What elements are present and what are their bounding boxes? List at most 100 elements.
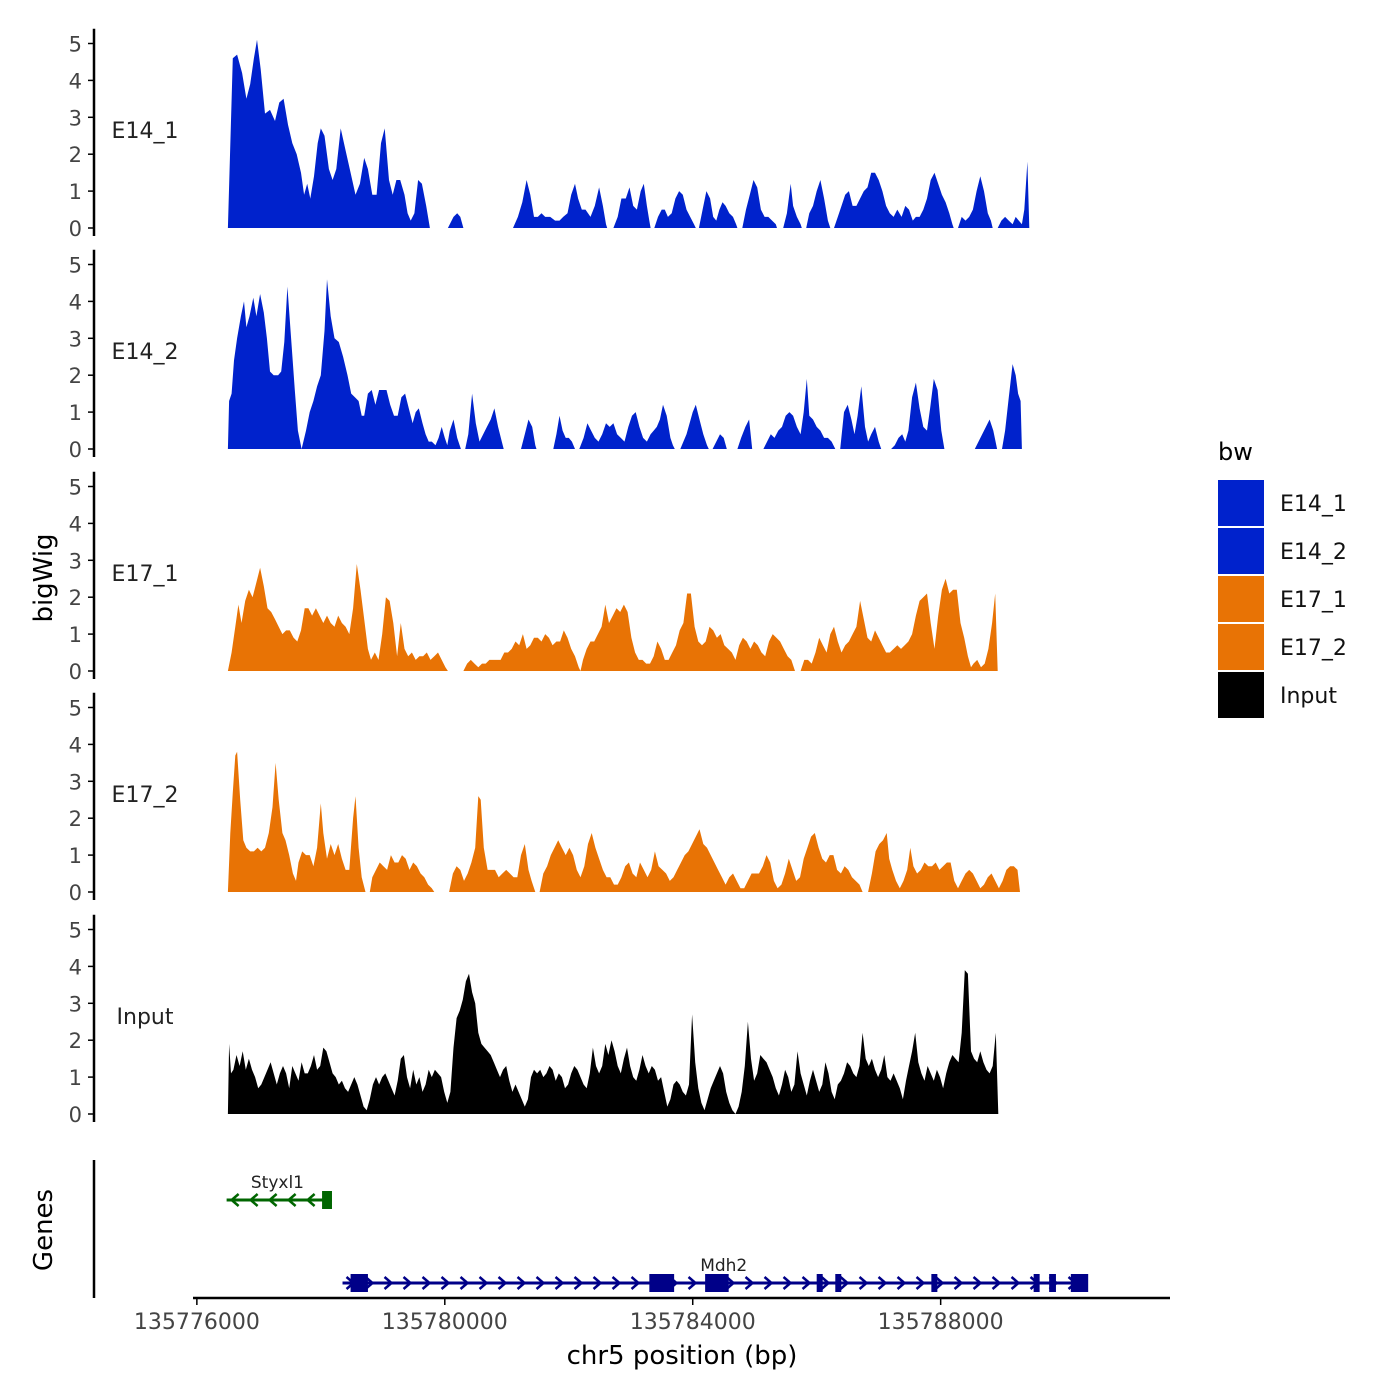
strand-arrow <box>763 1276 774 1290</box>
y-tick-label: 4 <box>69 290 82 314</box>
x-tick-label: 135780000 <box>382 1310 508 1335</box>
legend-label: Input <box>1280 684 1337 709</box>
track-area <box>227 279 1022 449</box>
genes-axis-title: Genes <box>29 1189 59 1271</box>
exon <box>1033 1274 1040 1292</box>
strand-arrow <box>858 1276 869 1290</box>
y-tick-label: 0 <box>69 217 82 241</box>
gene-label: Mdh2 <box>700 1256 747 1276</box>
exon <box>835 1274 842 1292</box>
strand-arrow <box>877 1276 888 1290</box>
y-tick-label: 4 <box>69 512 82 536</box>
genes-panel: Styxl1 Mdh2 <box>92 1160 1089 1298</box>
strand-arrow <box>744 1276 755 1290</box>
y-tick-label: 2 <box>69 807 82 831</box>
track-area <box>227 751 1020 892</box>
legend-label: E17_2 <box>1280 636 1347 661</box>
track-E14_1: 0 1 2 3 4 5 E14_1 <box>69 28 1030 241</box>
y-tick-label: 4 <box>69 955 82 979</box>
strand-arrow <box>896 1276 907 1290</box>
legend-label: E17_1 <box>1280 588 1347 613</box>
y-tick-label: 3 <box>69 106 82 130</box>
y-tick-label: 3 <box>69 992 82 1016</box>
signal-tracks: 0 1 2 3 4 5 E14_1 0 1 2 3 4 5 E14_2 0 1 2 3 4 5 E17_1 0 1 2 3 4 5 E… <box>69 28 1030 1127</box>
strand-arrow <box>801 1276 812 1290</box>
exon <box>931 1274 938 1292</box>
strand-arrow <box>286 1193 297 1207</box>
track-label: E14_2 <box>112 340 179 365</box>
track-label: Input <box>117 1005 174 1030</box>
strand-arrow <box>478 1276 489 1290</box>
strand-arrow <box>267 1193 278 1207</box>
x-axis: 135776000 135780000 135784000 135788000 <box>134 1296 1170 1335</box>
y-tick-label: 3 <box>69 327 82 351</box>
strand-arrow <box>305 1193 316 1207</box>
exon <box>816 1274 823 1292</box>
strand-arrow <box>229 1193 240 1207</box>
strand-arrow <box>1010 1276 1021 1290</box>
track-E17_1: 0 1 2 3 4 5 E17_1 <box>69 471 998 684</box>
strand-arrow <box>516 1276 527 1290</box>
legend-label: E14_2 <box>1280 540 1347 565</box>
strand-arrow <box>611 1276 622 1290</box>
y-tick-label: 1 <box>69 623 82 647</box>
strand-arrow <box>592 1276 603 1290</box>
strand-arrow <box>459 1276 470 1290</box>
strand-arrow <box>782 1276 793 1290</box>
strand-arrow <box>554 1276 565 1290</box>
track-label: E14_1 <box>112 119 179 144</box>
track-area <box>227 564 998 671</box>
y-tick-label: 2 <box>69 586 82 610</box>
strand-arrow <box>915 1276 926 1290</box>
strand-arrow <box>687 1276 698 1290</box>
y-tick-label: 5 <box>69 919 82 943</box>
exon <box>649 1274 675 1292</box>
strand-arrow <box>421 1276 432 1290</box>
strand-arrow <box>383 1276 394 1290</box>
x-tick-label: 135776000 <box>134 1310 260 1335</box>
strand-arrow <box>440 1276 451 1290</box>
y-tick-label: 2 <box>69 1029 82 1053</box>
gene-Mdh2: Mdh2 <box>342 1256 1089 1292</box>
legend-key <box>1218 528 1264 574</box>
exon <box>1070 1274 1089 1292</box>
y-tick-label: 0 <box>69 438 82 462</box>
exon <box>705 1274 729 1292</box>
y-tick-label: 1 <box>69 401 82 425</box>
y-tick-label: 4 <box>69 733 82 757</box>
exon <box>322 1191 332 1209</box>
track-label: E17_1 <box>112 562 179 587</box>
y-tick-label: 1 <box>69 1066 82 1090</box>
y-tick-label: 0 <box>69 881 82 905</box>
strand-arrow <box>630 1276 641 1290</box>
track-label: E17_2 <box>112 783 179 808</box>
strand-arrow <box>497 1276 508 1290</box>
legend-key <box>1218 672 1264 718</box>
strand-arrow <box>991 1276 1002 1290</box>
gene-label: Styxl1 <box>251 1173 304 1193</box>
y-tick-label: 0 <box>69 660 82 684</box>
exon <box>350 1274 368 1292</box>
y-tick-label: 0 <box>69 1103 82 1127</box>
legend-key <box>1218 576 1264 622</box>
legend-key <box>1218 480 1264 526</box>
strand-arrow <box>953 1276 964 1290</box>
track-E14_2: 0 1 2 3 4 5 E14_2 <box>69 249 1022 462</box>
y-tick-label: 3 <box>69 770 82 794</box>
track-area <box>227 39 1030 228</box>
y-tick-label: 3 <box>69 549 82 573</box>
exon <box>1049 1274 1056 1292</box>
y-tick-label: 1 <box>69 844 82 868</box>
y-tick-label: 5 <box>69 33 82 57</box>
legend-key <box>1218 624 1264 670</box>
track-area <box>227 970 999 1114</box>
track-Input: 0 1 2 3 4 5 Input <box>69 914 999 1127</box>
x-tick-label: 135788000 <box>878 1310 1004 1335</box>
x-tick-label: 135784000 <box>630 1310 756 1335</box>
legend-title: bw <box>1218 438 1253 466</box>
y-tick-label: 4 <box>69 69 82 93</box>
gene-Styxl1: Styxl1 <box>226 1173 332 1209</box>
strand-arrow <box>402 1276 413 1290</box>
strand-arrow <box>839 1276 850 1290</box>
